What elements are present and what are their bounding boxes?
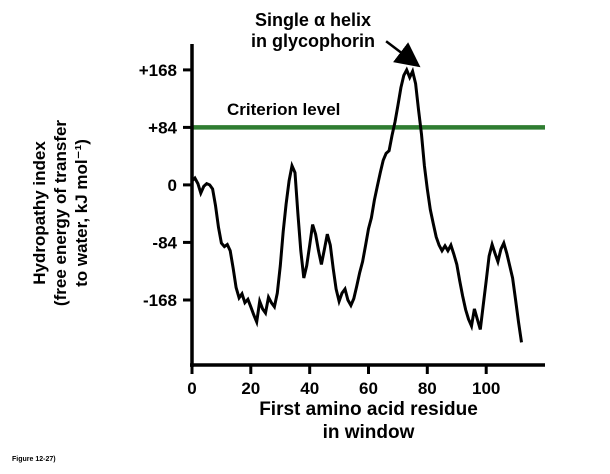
y-axis-title: Hydropathy index (free energy of transfe… [29,43,95,383]
y-axis-title-line1: Hydropathy index [30,141,49,285]
x-tick-label: 80 [418,379,437,398]
y-tick-label: +84 [148,118,177,137]
x-tick-label: 60 [359,379,378,398]
y-tick-label: 0 [168,176,177,195]
y-tick-label: -84 [152,233,177,252]
x-tick-label: 40 [300,379,319,398]
annotation-single-alpha-helix: Single α helix in glycophorin [218,10,408,52]
criterion-level-label: Criterion level [227,100,341,119]
x-axis-title-line2: in window [322,422,415,443]
figure-caption: Figure 12-27) [12,456,56,463]
x-tick-label: 20 [241,379,260,398]
hydropathy-trace [190,66,523,343]
y-tick-label: +168 [139,61,177,80]
x-axis-title: First amino acid residue in window [192,398,545,444]
annotation-arrow [385,40,421,68]
y-axis-title-line3: to water, kJ mol⁻¹) [72,139,91,287]
x-axis-title-line1: First amino acid residue [259,399,478,420]
annotation-line1: Single α helix [254,10,372,30]
x-tick-label: 0 [187,379,196,398]
y-axis-title-line2: (free energy of transfer [51,119,70,307]
annotation-line2: in glycophorin [251,31,375,51]
y-tick-label: -168 [143,291,177,310]
x-tick-label: 100 [472,379,500,398]
